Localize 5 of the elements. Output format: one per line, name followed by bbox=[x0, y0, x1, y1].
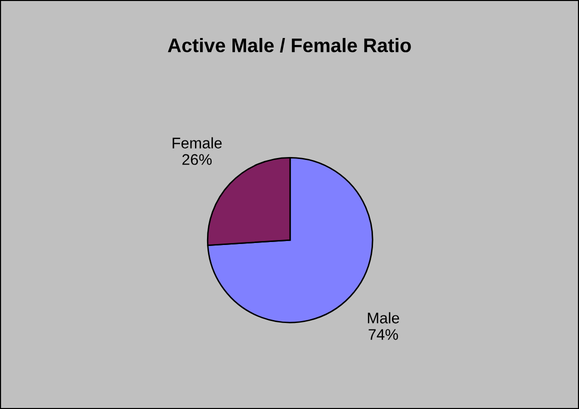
data-label: 74% bbox=[368, 329, 398, 340]
data-label: 26% bbox=[182, 154, 212, 165]
chart-title: Active Male / Female Ratio bbox=[168, 38, 411, 52]
slice-label: Male bbox=[368, 312, 400, 324]
slice-label: Female bbox=[172, 137, 222, 148]
